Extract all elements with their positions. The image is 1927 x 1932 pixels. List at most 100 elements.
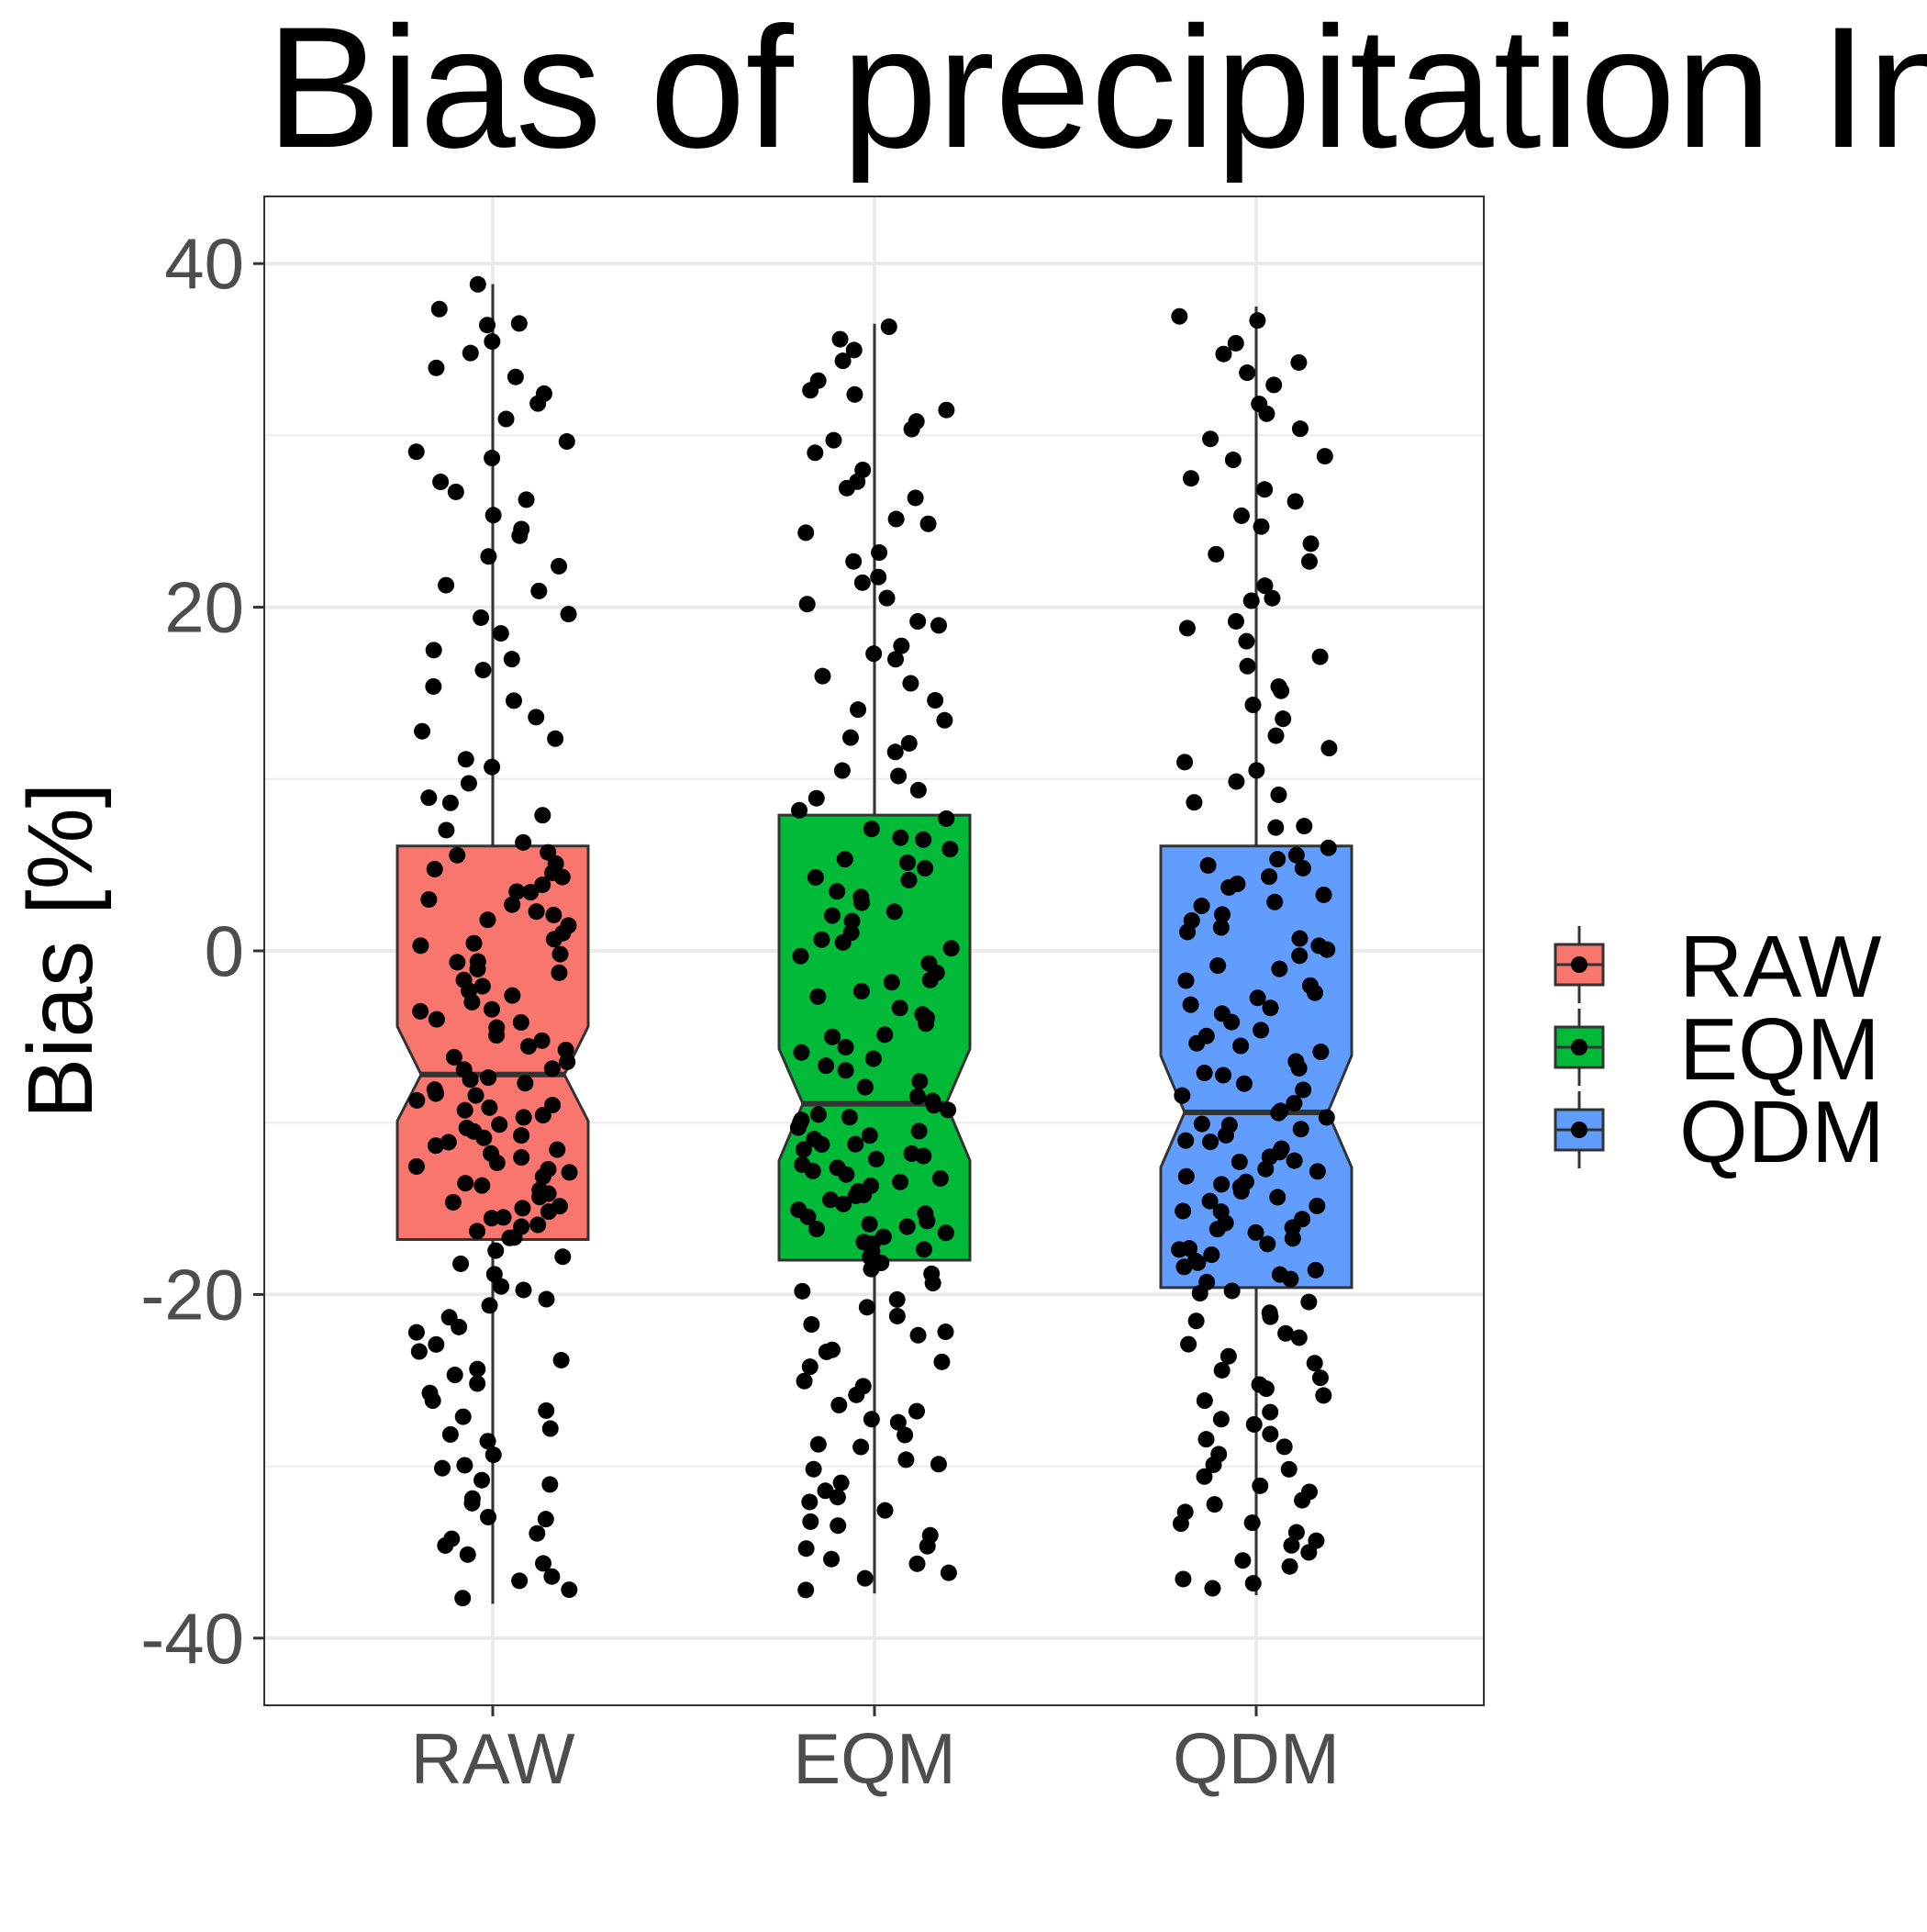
data-point <box>561 1164 578 1181</box>
data-point <box>1187 1312 1205 1330</box>
data-point <box>484 758 501 776</box>
data-point <box>1295 1081 1312 1099</box>
data-point <box>821 1191 839 1209</box>
data-point <box>856 1078 874 1096</box>
legend-key-point <box>1571 1039 1587 1055</box>
data-point <box>1300 1293 1318 1311</box>
data-point <box>1212 1411 1230 1428</box>
data-point <box>505 692 522 709</box>
data-point <box>863 821 880 838</box>
data-point <box>1275 1438 1293 1456</box>
data-point <box>551 1198 568 1215</box>
data-point <box>1212 919 1230 936</box>
data-point <box>503 651 520 668</box>
data-point <box>797 1581 815 1599</box>
y-tick-label: 20 <box>164 567 244 648</box>
data-point <box>1174 1087 1191 1104</box>
data-point <box>1227 334 1244 352</box>
data-point <box>897 1426 914 1444</box>
data-point <box>426 860 443 877</box>
data-point <box>858 1299 875 1316</box>
data-point <box>876 1502 894 1519</box>
data-point <box>1210 1446 1228 1463</box>
data-point <box>460 775 477 792</box>
data-point <box>1220 1116 1238 1134</box>
legend-key-point <box>1571 1122 1587 1138</box>
data-point <box>806 1131 823 1148</box>
data-point <box>545 906 563 923</box>
data-point <box>855 1234 873 1251</box>
data-point <box>908 1402 926 1420</box>
data-point <box>809 1435 827 1453</box>
data-point <box>807 444 824 462</box>
data-point <box>938 810 955 827</box>
y-tick-label: -20 <box>140 1254 244 1335</box>
data-point <box>1315 1387 1332 1404</box>
data-point <box>829 883 846 900</box>
data-point <box>421 1384 439 1402</box>
data-point <box>793 1111 810 1129</box>
legend-label: EQM <box>1679 1000 1880 1099</box>
data-point <box>941 841 959 858</box>
data-point <box>485 507 502 524</box>
data-point <box>852 1438 870 1456</box>
data-point <box>483 1000 500 1018</box>
data-point <box>492 625 509 642</box>
data-point <box>449 954 466 971</box>
data-point <box>425 642 442 659</box>
data-point <box>1198 1273 1216 1290</box>
data-point <box>1266 893 1284 910</box>
data-point <box>444 1193 462 1211</box>
data-point <box>1316 448 1333 465</box>
data-point <box>510 315 528 332</box>
data-point <box>414 722 431 740</box>
data-point <box>463 1490 481 1507</box>
data-point <box>880 318 897 336</box>
data-point <box>1312 1044 1330 1061</box>
data-point <box>914 1006 931 1023</box>
data-point <box>1259 1235 1276 1253</box>
data-point <box>522 884 540 901</box>
data-point <box>829 1489 846 1506</box>
data-point <box>798 596 816 613</box>
data-point <box>1196 1064 1213 1081</box>
data-point <box>484 333 501 351</box>
data-point <box>445 1048 462 1066</box>
data-point <box>837 1062 854 1079</box>
data-point <box>937 1323 954 1341</box>
data-point <box>917 860 934 877</box>
data-point <box>856 1569 874 1587</box>
data-point <box>792 947 809 965</box>
data-point <box>549 1141 566 1158</box>
data-point <box>1208 545 1225 563</box>
data-point <box>491 1116 508 1134</box>
data-point <box>480 1069 497 1087</box>
data-point <box>1287 493 1304 510</box>
data-point <box>426 1081 443 1099</box>
data-point <box>808 1221 825 1238</box>
data-point <box>432 474 450 491</box>
data-point <box>897 1451 915 1469</box>
data-point <box>1238 632 1255 650</box>
data-point <box>479 911 496 929</box>
data-point <box>1280 1460 1298 1478</box>
data-point <box>933 1353 951 1370</box>
data-point <box>557 1041 574 1058</box>
data-point <box>924 1092 941 1110</box>
data-point <box>843 912 861 930</box>
data-point <box>861 1127 878 1145</box>
data-point <box>1239 364 1256 382</box>
data-point <box>831 330 849 348</box>
data-point <box>1227 612 1244 630</box>
data-point <box>480 548 497 565</box>
data-point <box>862 1177 879 1194</box>
data-point <box>528 709 545 726</box>
data-point <box>504 896 521 913</box>
data-point <box>484 450 501 467</box>
data-point <box>909 613 927 631</box>
data-point <box>1281 1558 1298 1575</box>
data-point <box>1244 1575 1262 1592</box>
data-point <box>1267 819 1285 836</box>
data-point <box>1261 1304 1278 1322</box>
